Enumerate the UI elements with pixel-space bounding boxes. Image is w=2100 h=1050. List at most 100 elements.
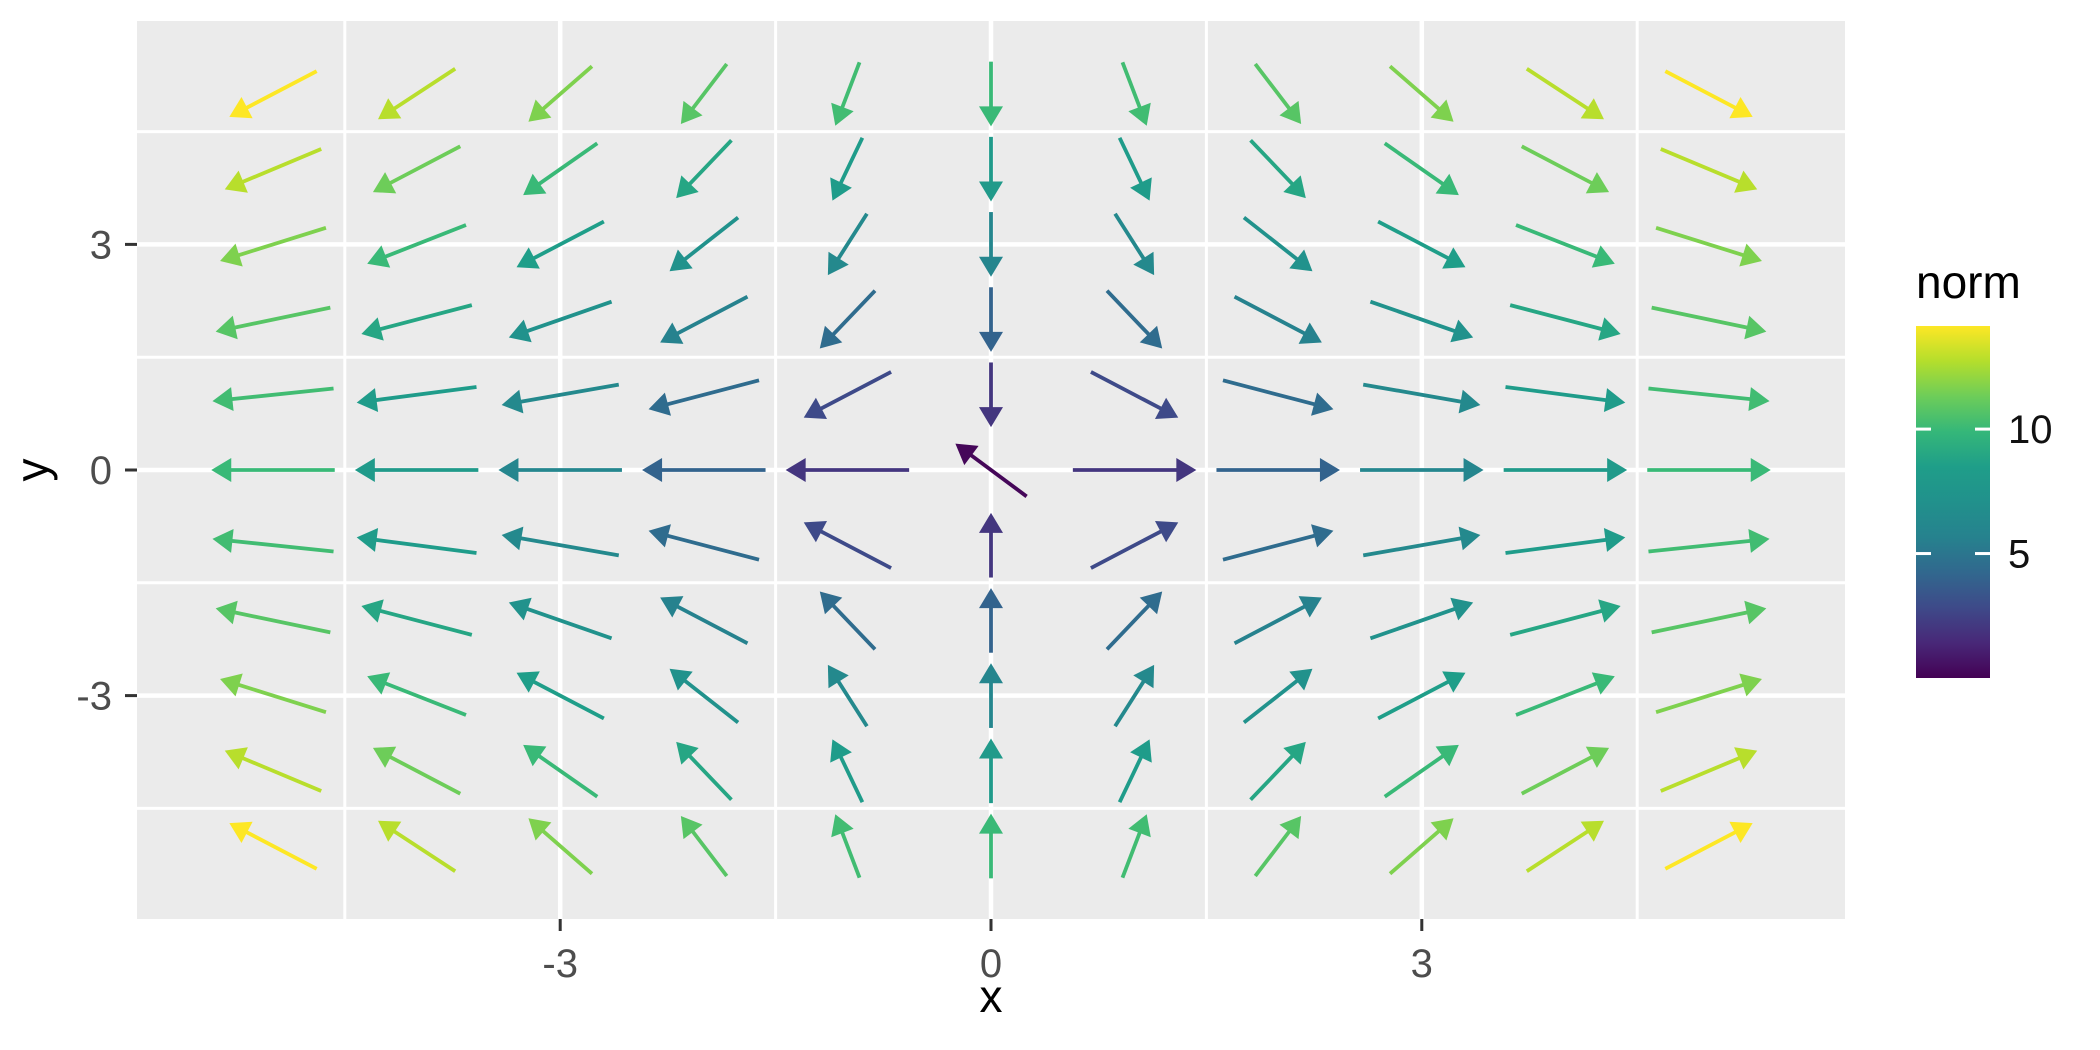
vector-arrow (1222, 524, 1334, 562)
vector-arrow (1647, 458, 1771, 482)
vector-arrow (1660, 147, 1758, 193)
vector-arrow (1233, 596, 1322, 645)
vector-arrow (1525, 67, 1604, 120)
vector-arrow (1253, 62, 1302, 125)
vector-arrow (1388, 818, 1454, 876)
vector-arrow (220, 673, 327, 715)
vector-arrow (979, 362, 1003, 428)
vector-arrow (803, 370, 892, 420)
legend-tick-label: 10 (2008, 408, 2053, 452)
vector-arrow (1377, 219, 1466, 269)
vector-arrow (1664, 821, 1753, 871)
vector-arrow (1509, 303, 1621, 341)
vector-arrow (215, 305, 331, 340)
legend-title: norm (1916, 256, 2021, 308)
vector-arrow (955, 443, 1028, 498)
vector-arrow (523, 744, 599, 799)
vector-arrow (354, 458, 479, 482)
vector-arrow (831, 61, 862, 126)
vector-arrow (1362, 526, 1481, 558)
x-axis-tick-labels: -3 0 3 (542, 942, 1433, 986)
x-tick-label: 3 (1411, 942, 1433, 986)
vector-arrow (212, 529, 334, 554)
vector-arrow (1383, 744, 1459, 799)
x-tick-label: -3 (542, 942, 578, 986)
vector-arrow (1655, 673, 1762, 715)
vector-arrow (1120, 814, 1151, 879)
vector-arrow (1520, 144, 1610, 194)
vector-arrow (979, 813, 1003, 879)
vector-arrow (1388, 64, 1454, 122)
vector-arrow (1655, 225, 1762, 267)
y-tick-label: -3 (76, 675, 112, 719)
vector-arrow (1253, 815, 1302, 878)
vector-arrow (1377, 671, 1466, 721)
legend: norm 5 10 (1916, 256, 2053, 678)
vector-arrow (356, 385, 477, 412)
vector-arrow (528, 818, 594, 876)
vector-arrow (676, 741, 733, 802)
vector-arrow (1369, 597, 1474, 641)
vector-arrow (1509, 599, 1621, 637)
vector-arrow (979, 663, 1003, 728)
vector-arrow (211, 458, 335, 482)
vector-arrow (979, 738, 1003, 804)
vector-arrow (372, 144, 462, 194)
vector-arrow (660, 295, 749, 344)
vector-arrow (220, 225, 327, 267)
y-axis-ticks (125, 242, 137, 698)
vector-arrow (979, 287, 1003, 352)
vector-arrow (229, 821, 318, 871)
vector-arrow (1515, 672, 1615, 717)
legend-tick-label: 5 (2008, 533, 2030, 577)
legend-colorbar (1916, 326, 1990, 678)
vector-arrow (1660, 747, 1758, 793)
vector-arrow (516, 219, 605, 269)
vector-arrow (830, 137, 865, 201)
vector-arrow (528, 64, 594, 122)
x-tick-label: 0 (980, 942, 1002, 986)
vector-arrow (224, 747, 322, 793)
vector-arrow (979, 61, 1003, 127)
vector-arrow (1117, 739, 1152, 803)
vector-arrow (224, 147, 322, 193)
legend-tick-marks (1916, 427, 1990, 556)
vector-arrow (1362, 382, 1481, 414)
vector-arrow (372, 746, 462, 796)
vector-arrow (1117, 137, 1152, 201)
vector-arrow (1090, 520, 1179, 570)
vector-arrow (1113, 212, 1155, 276)
vector-arrow (819, 289, 877, 349)
vector-arrow (361, 303, 473, 341)
vector-arrow (1249, 741, 1306, 802)
vector-arrow (378, 820, 457, 873)
vector-arrow (803, 520, 892, 570)
vector-arrow (378, 67, 457, 120)
vector-arrow (1242, 668, 1313, 724)
y-tick-label: 3 (90, 223, 112, 267)
y-axis-tick-labels: -3 0 3 (76, 223, 112, 718)
vector-arrow (1515, 223, 1615, 268)
vector-arrow (979, 512, 1003, 578)
vector-arrow (1090, 370, 1179, 420)
vector-arrow (1105, 591, 1163, 651)
vector-arrow (660, 596, 749, 645)
vector-arrow (819, 591, 877, 651)
vector-arrow (1072, 458, 1197, 482)
vector-arrow (1383, 141, 1459, 196)
vector-arrow (367, 672, 467, 717)
vector-arrow (785, 458, 910, 482)
vector-arrow (648, 378, 760, 416)
vector-arrow (516, 671, 605, 721)
vector-arrow (680, 815, 729, 878)
vector-arrow (508, 597, 613, 641)
vector-arrow (215, 600, 331, 635)
vector-arrow (1505, 385, 1626, 412)
vector-arrow (979, 588, 1003, 653)
vector-arrow (361, 599, 473, 637)
vector-arrow (1664, 69, 1753, 119)
vector-arrow (1505, 528, 1626, 555)
vector-arrow (1648, 529, 1770, 554)
vector-arrow (1105, 289, 1163, 349)
